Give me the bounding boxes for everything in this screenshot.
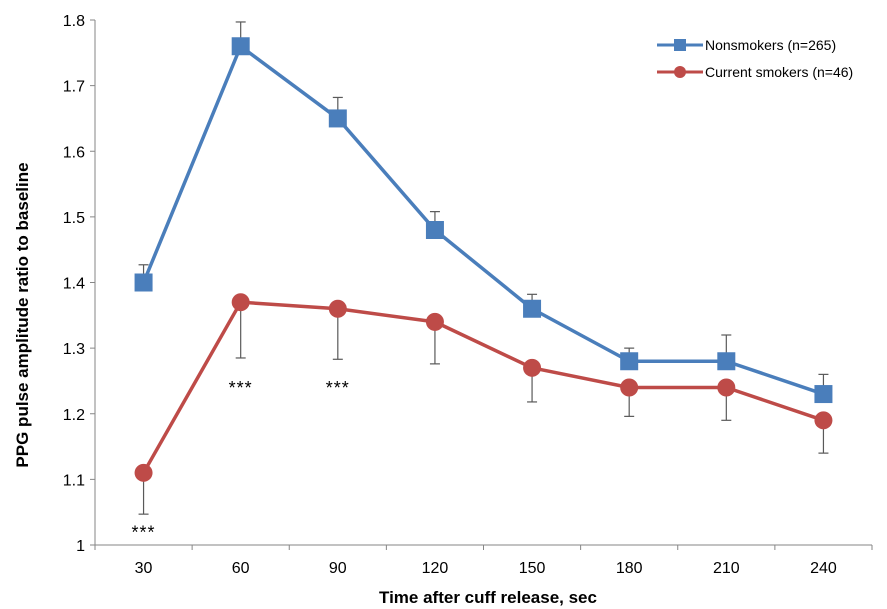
series-markers [134,37,833,482]
data-point-nonsmokers [425,221,444,239]
significance-annotation: *** [132,523,156,543]
x-tick-label: 240 [810,560,837,577]
legend-circle-marker [674,66,686,78]
y-tick-label: 1.8 [63,13,85,30]
data-point-nonsmokers [134,273,153,292]
y-tick-label: 1.4 [63,276,85,293]
data-point-smokers [425,312,444,331]
y-tick-label: 1.5 [63,210,85,227]
data-point-nonsmokers [328,109,347,128]
data-point-nonsmokers [523,299,542,318]
series-lines [141,44,824,474]
x-tick-label: 60 [232,560,250,577]
x-tick-label: 90 [329,560,347,577]
x-tick-label: 30 [135,560,153,577]
x-axis-title: Time after cuff release, sec [379,588,597,607]
legend-square-marker [674,39,686,51]
data-point-smokers [134,463,153,482]
x-tick-label: 120 [422,560,449,577]
tick-labels: 1 1.1 1.2 1.3 1.4 1.5 1.6 1.7 1.8 30 60 90 120 150 180… [63,13,873,577]
data-point-smokers [814,411,833,430]
series-line-nonsmokers [141,44,824,396]
legend-label-smokers: Current smokers (n=46) [705,64,853,80]
legend-label-nonsmokers: Nonsmokers (n=265) [705,37,836,53]
axes [94,20,872,546]
annotations: *** *** *** [132,378,350,543]
data-point-nonsmokers [620,352,639,371]
y-tick-label: 1.1 [63,472,85,489]
data-point-smokers [717,378,736,397]
legend: Nonsmokers (n=265) Current smokers (n=46… [657,37,853,80]
series-line-smokers [142,300,824,474]
data-point-nonsmokers [814,385,833,404]
significance-annotation: *** [229,378,253,398]
significance-annotation: *** [326,378,350,398]
data-point-smokers [620,378,639,397]
x-tick-label: 150 [519,560,546,577]
data-point-smokers [523,358,542,377]
data-point-smokers [231,293,250,312]
x-tick-label: 180 [616,560,643,577]
y-tick-label: 1.2 [63,407,85,424]
y-tick-label: 1.6 [63,144,85,161]
y-axis-title: PPG pulse amplitude ratio to baseline [13,162,32,467]
x-tick-label: 210 [713,560,740,577]
error-bars [138,21,829,515]
data-point-nonsmokers [231,37,250,56]
y-tick-label: 1.3 [63,341,85,358]
data-point-nonsmokers [717,352,736,371]
y-tick-label: 1.7 [63,79,85,96]
data-point-smokers [328,299,347,318]
y-tick-label: 1 [76,538,85,555]
